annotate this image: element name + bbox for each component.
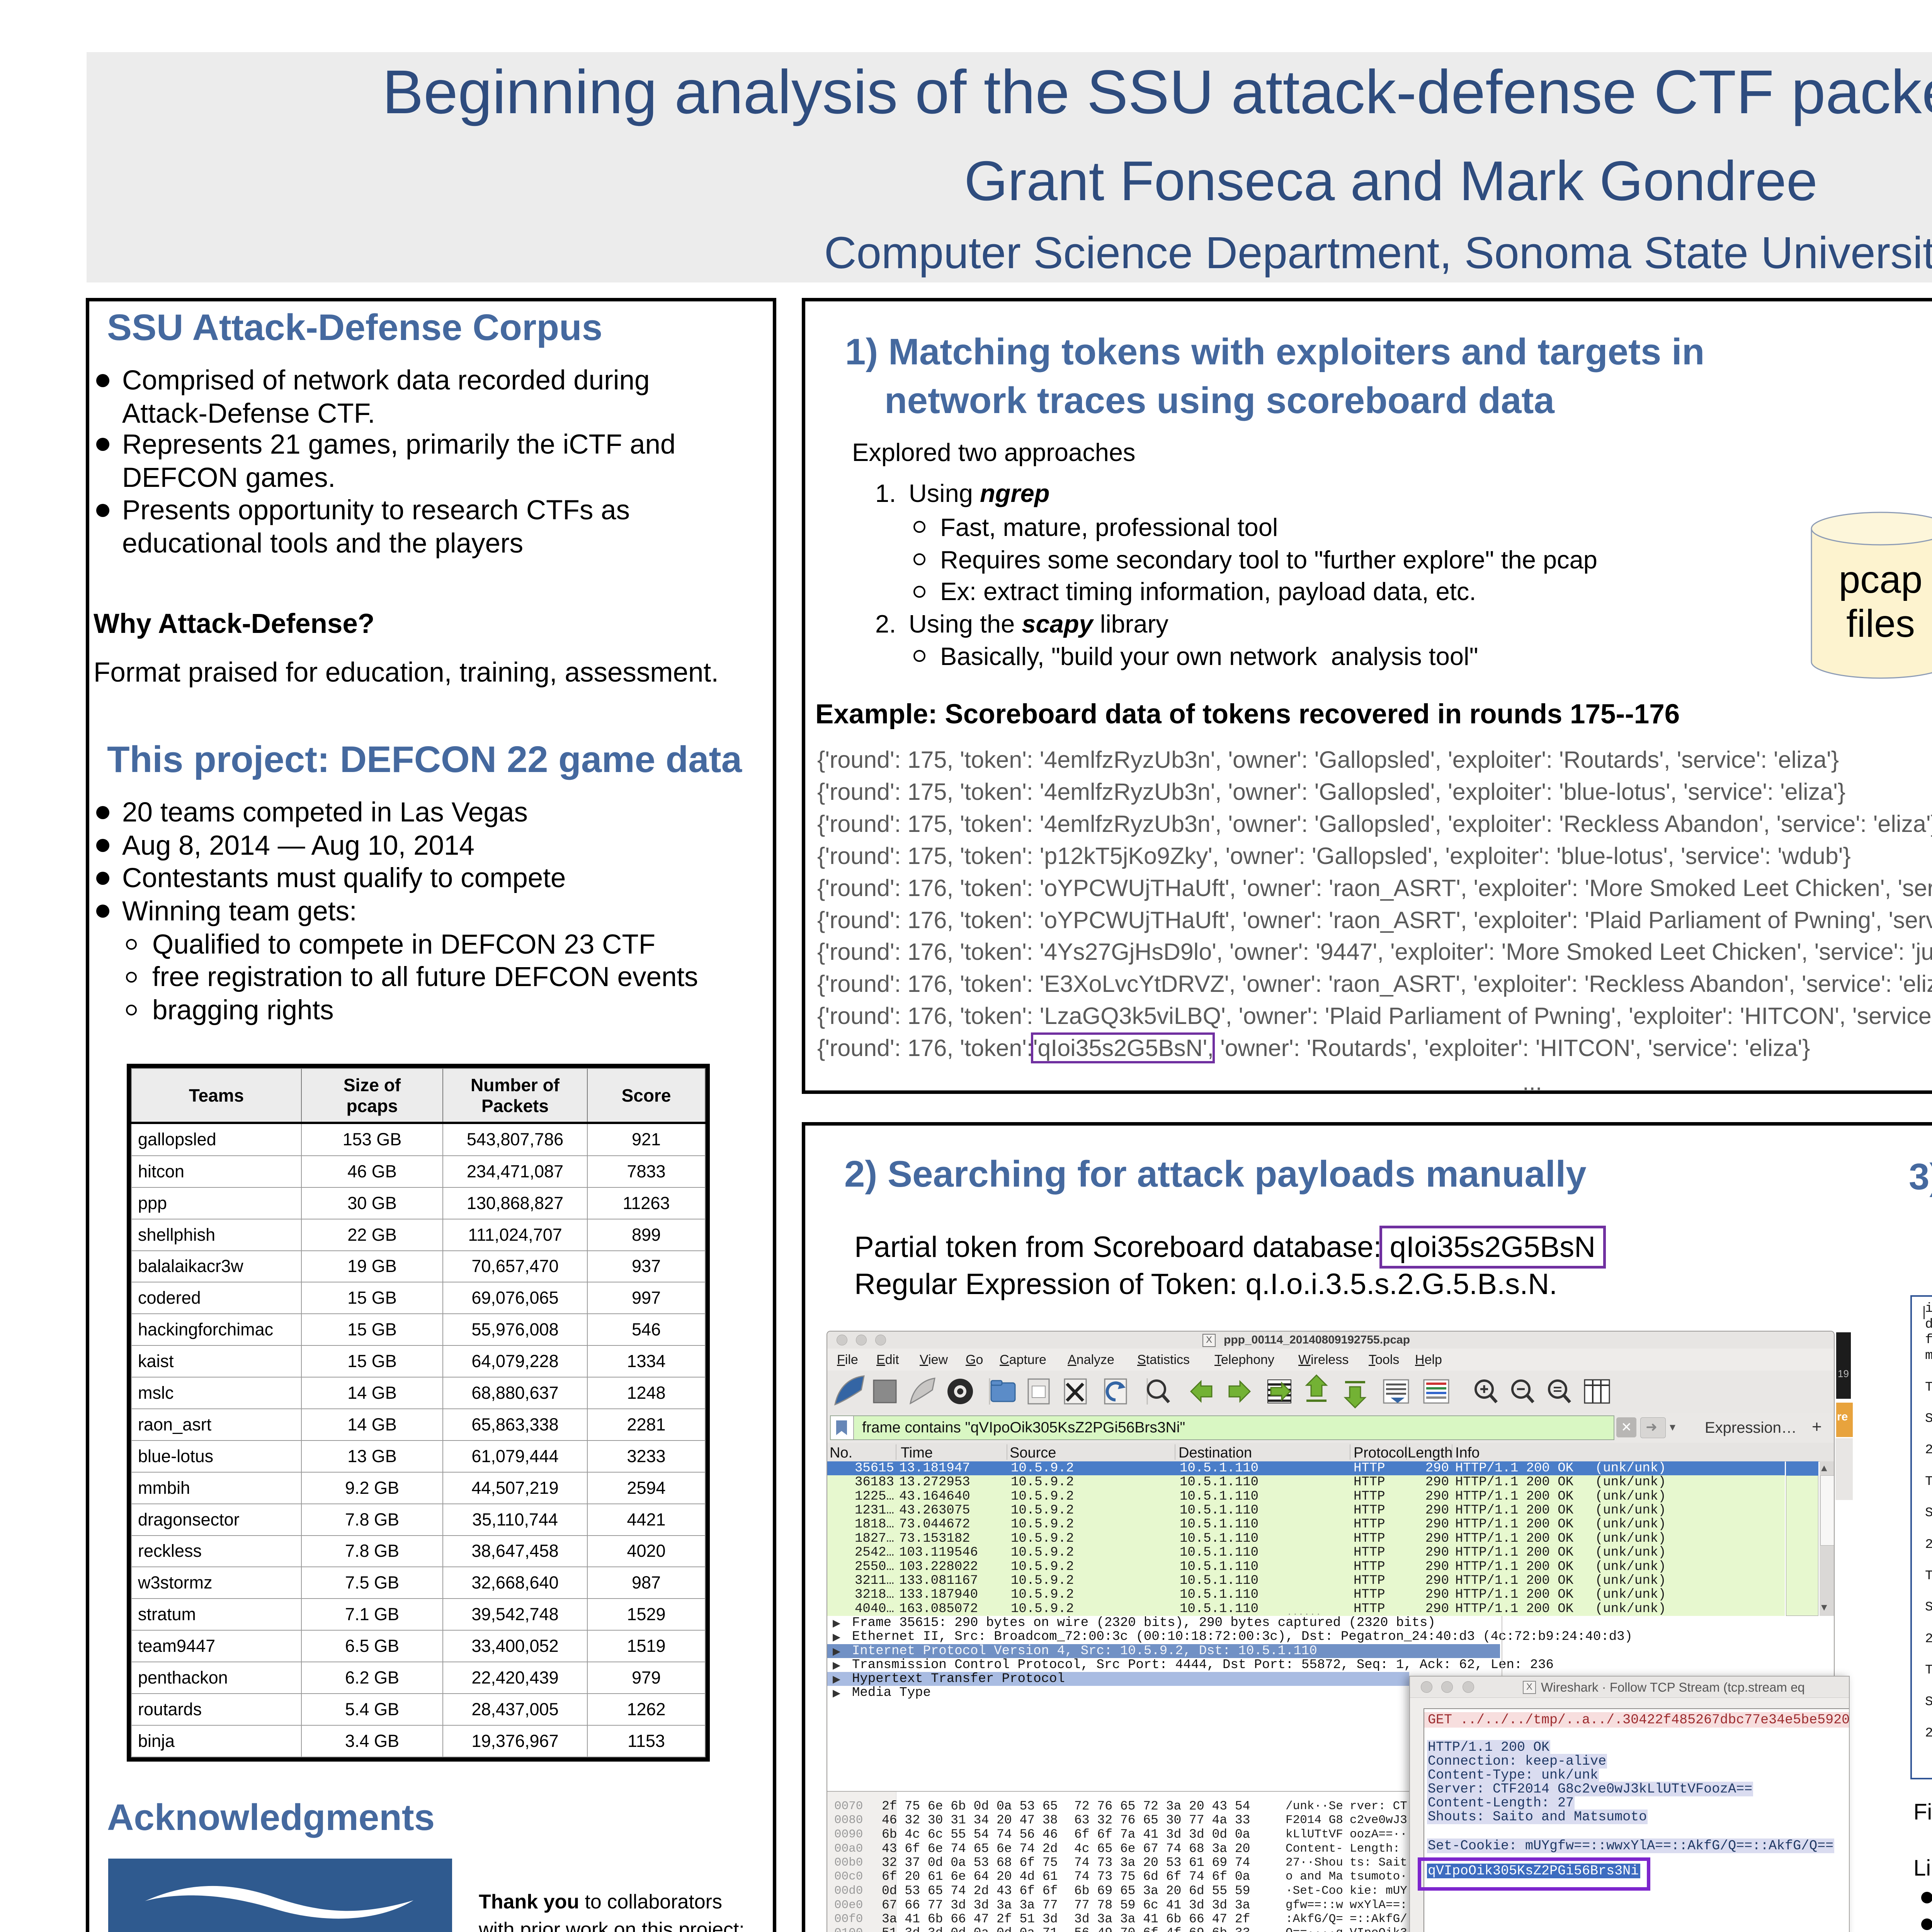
svg-text:files: files (1846, 602, 1915, 645)
svg-text:pcap: pcap (1839, 558, 1923, 601)
svg-text:SONOMA: SONOMA (119, 1917, 441, 1932)
